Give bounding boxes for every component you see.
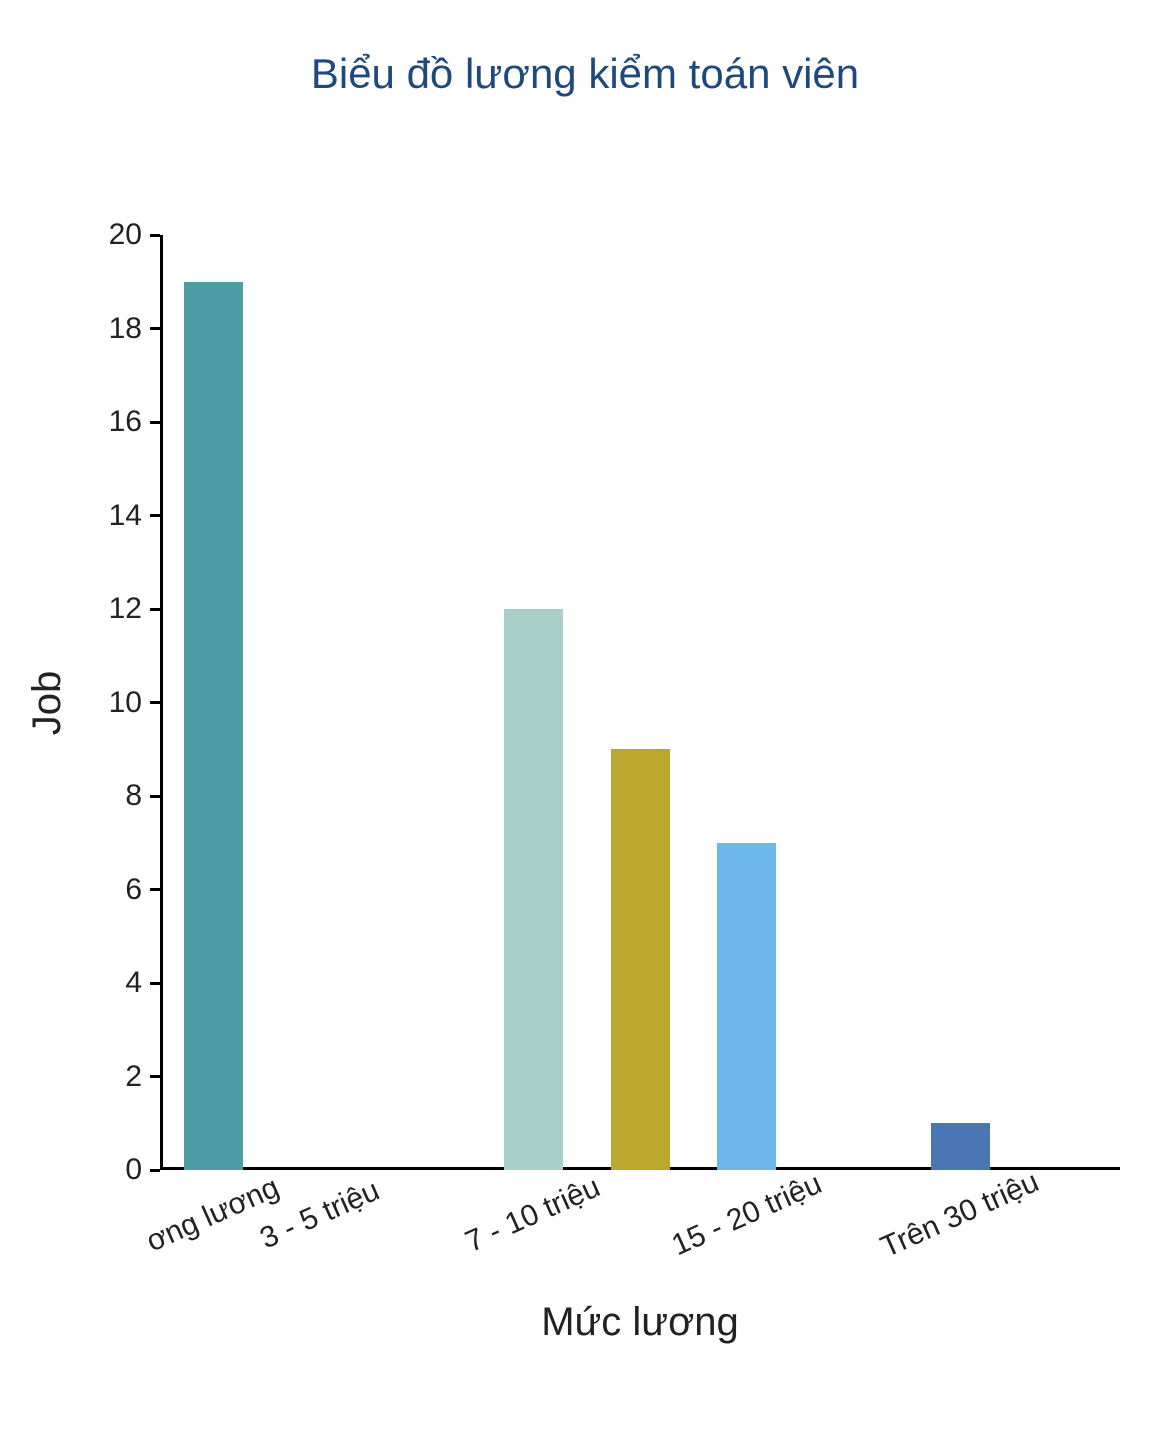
y-tick-label: 16 [82, 405, 142, 439]
y-tick-mark [150, 795, 160, 798]
bar [504, 609, 563, 1170]
y-tick-label: 8 [82, 779, 142, 813]
x-tick-label: 15 - 20 triệu [667, 1167, 827, 1263]
bars-container [160, 235, 1120, 1170]
y-tick-mark [150, 1075, 160, 1078]
x-tick-label: 7 - 10 triệu [461, 1170, 606, 1259]
chart-title: Biểu đồ lương kiểm toán viên [0, 50, 1170, 98]
y-tick-mark [150, 982, 160, 985]
y-tick-mark [150, 608, 160, 611]
y-tick-mark [150, 701, 160, 704]
y-tick-label: 0 [82, 1153, 142, 1187]
y-tick-label: 4 [82, 966, 142, 1000]
y-axis-label: Job [25, 670, 70, 735]
y-tick-label: 18 [82, 312, 142, 346]
y-tick-label: 6 [82, 873, 142, 907]
y-tick-label: 20 [82, 218, 142, 252]
x-tick-label: Trên 30 triệu [876, 1165, 1044, 1265]
y-tick-mark [150, 234, 160, 237]
x-axis-label: Mức lương [160, 1300, 1120, 1345]
plot-area: 02468101214161820 ơng lương3 - 5 triệu7 … [160, 235, 1120, 1170]
y-tick-mark [150, 1169, 160, 1172]
y-tick-mark [150, 421, 160, 424]
bar [931, 1123, 990, 1170]
y-tick-label: 10 [82, 686, 142, 720]
y-tick-mark [150, 888, 160, 891]
x-tick-label: ơng lương [142, 1171, 285, 1259]
y-tick-label: 2 [82, 1060, 142, 1094]
y-tick-label: 14 [82, 499, 142, 533]
bar [184, 282, 243, 1170]
bar [717, 843, 776, 1170]
page: Biểu đồ lương kiểm toán viên 02468101214… [0, 0, 1170, 1433]
bar [611, 749, 670, 1170]
y-tick-mark [150, 514, 160, 517]
y-tick-label: 12 [82, 592, 142, 626]
y-tick-mark [150, 327, 160, 330]
